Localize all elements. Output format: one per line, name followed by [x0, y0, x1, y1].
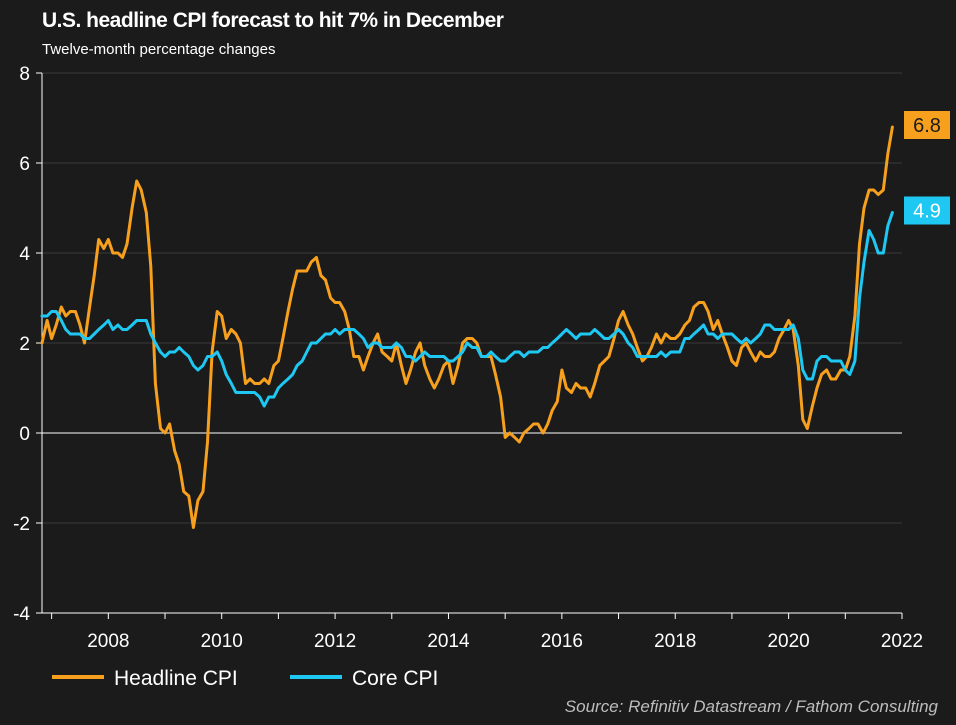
y-tick-label: -4 [13, 604, 30, 625]
axes: -4 -2 0 2 4 6 8 2008 2010 2012 2014 2016 2018 2020 202… [13, 64, 923, 652]
y-tick-label: 6 [19, 154, 30, 175]
x-tick-label: 2016 [541, 631, 583, 652]
core-cpi-line [40, 211, 894, 408]
x-tick-label: 2020 [767, 631, 809, 652]
chart-subtitle: Twelve-month percentage changes [42, 41, 276, 58]
grid-lines [42, 72, 902, 614]
x-tick-label: 2014 [427, 631, 470, 652]
source-note: Source: Refinitiv Datastream / Fathom Co… [564, 697, 938, 716]
legend-item-headline: Headline CPI [52, 667, 238, 690]
end-label-text: 4.9 [913, 201, 941, 223]
x-tick-label: 2012 [314, 631, 356, 652]
legend: Headline CPI Core CPI [52, 667, 438, 690]
y-tick-label: -2 [13, 514, 30, 535]
legend-label: Core CPI [352, 667, 438, 690]
legend-label: Headline CPI [114, 667, 238, 690]
headline-cpi-line [40, 125, 894, 529]
x-tick-label: 2008 [87, 631, 129, 652]
y-tick-label: 2 [19, 334, 30, 355]
x-tick-label: 2010 [201, 631, 243, 652]
chart-title: U.S. headline CPI forecast to hit 7% in … [42, 9, 504, 32]
x-tick-label: 2022 [881, 631, 923, 652]
core-end-label: 4.9 [904, 196, 950, 225]
x-tick-label: 2018 [654, 631, 696, 652]
end-label-box [904, 196, 950, 225]
y-tick-label: 8 [19, 64, 30, 85]
end-labels: 6.8 4.9 [904, 111, 950, 225]
end-label-box [904, 111, 950, 139]
legend-item-core: Core CPI [290, 667, 438, 690]
headline-end-label: 6.8 [904, 111, 950, 139]
y-tick-label: 0 [19, 424, 30, 445]
y-tick-label: 4 [19, 244, 30, 265]
end-label-text: 6.8 [913, 115, 941, 137]
series-lines [40, 125, 894, 529]
